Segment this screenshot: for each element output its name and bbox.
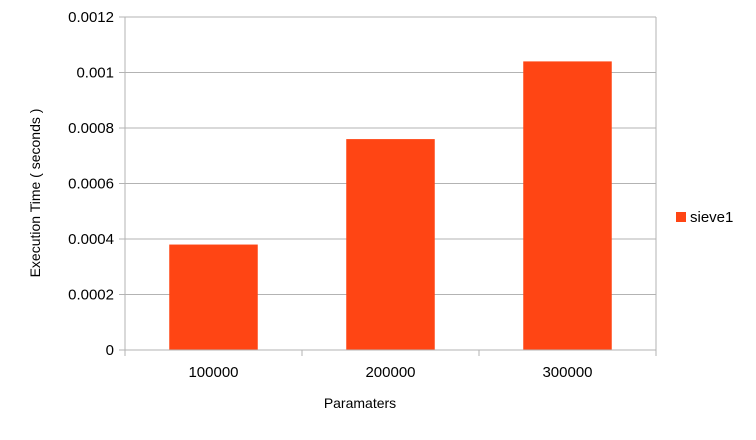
y-tick-label: 0.0012 bbox=[68, 9, 114, 26]
bars bbox=[169, 61, 612, 351]
x-tick-labels: 100000 200000 300000 bbox=[188, 364, 592, 381]
x-axis-title: Paramaters bbox=[324, 395, 396, 411]
legend: sieve1 bbox=[676, 209, 733, 226]
y-tick-label: 0.0006 bbox=[68, 176, 114, 193]
y-axis-title: Execution Time ( seconds ) bbox=[27, 109, 43, 278]
y-tick-label: 0.0008 bbox=[68, 120, 114, 137]
y-tick-label: 0.001 bbox=[76, 65, 114, 82]
legend-swatch-sieve1 bbox=[676, 212, 686, 222]
y-tick-label: 0.0002 bbox=[68, 287, 114, 304]
x-tick-label: 100000 bbox=[188, 364, 238, 381]
legend-label-sieve1: sieve1 bbox=[690, 209, 733, 226]
bar-100000 bbox=[169, 244, 258, 350]
axes bbox=[119, 17, 656, 351]
y-tick-labels: 0 0.0002 0.0004 0.0006 0.0008 0.001 0.0012 bbox=[68, 9, 114, 359]
bar-200000 bbox=[346, 139, 435, 350]
x-tick-label: 200000 bbox=[365, 364, 415, 381]
y-tick-label: 0 bbox=[106, 342, 114, 359]
bar-300000 bbox=[523, 61, 612, 351]
x-tick-label: 300000 bbox=[542, 364, 592, 381]
y-tick-label: 0.0004 bbox=[68, 231, 114, 248]
